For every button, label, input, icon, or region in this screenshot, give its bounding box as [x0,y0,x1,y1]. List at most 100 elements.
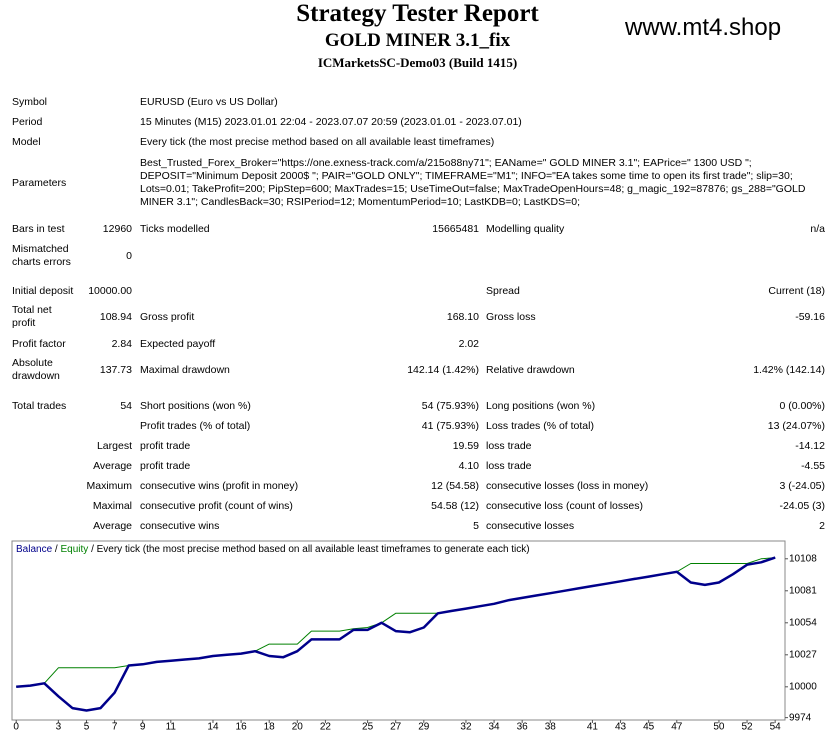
stat-label: Gross profit [140,310,195,323]
stat-label: Bars in test [12,222,65,235]
stat-value: -59.16 [795,310,825,323]
report-server: ICMarketsSC-Demo03 (Build 1415) [317,55,518,70]
x-tick-label: 47 [671,722,683,733]
stat-value: 0 (0.00%) [779,399,825,412]
x-tick-label: 7 [112,722,118,733]
x-tick-label: 32 [460,722,472,733]
stat-label: Loss trades (% of total) [486,419,594,432]
stat-label: Spread [486,284,520,297]
x-tick-label: 5 [84,722,90,733]
stat-label: Modelling quality [486,222,565,235]
stat-value: 2.84 [111,337,132,350]
stat-value: 0 [126,249,132,262]
stat-value: 41 (75.93%) [421,419,479,432]
stat-label: consecutive profit (count of wins) [140,499,293,512]
stat-value: 54.58 (12) [431,499,479,512]
watermark: www.mt4.shop [625,14,782,41]
x-tick-label: 22 [320,722,332,733]
stat-label: consecutive wins (profit in money) [140,479,299,492]
stat-value: -4.55 [801,459,825,472]
x-tick-label: 52 [741,722,753,733]
legend-note: Every tick (the most precise method base… [97,544,530,555]
y-tick-label: 10000 [789,681,817,692]
report-subtitle: GOLD MINER 3.1_fix [324,30,511,51]
legend-entry: Balance [16,544,53,555]
chart: 9974 10000 10027 10054 10081 10108 0 3 5 7 9 11 14 16… [11,540,817,733]
stat-label: Average [93,459,132,472]
x-tick-label: 34 [489,722,501,733]
stat-label: consecutive losses (loss in money) [486,479,649,492]
series-line [16,556,776,712]
stat-label: consecutive losses [486,519,575,532]
x-tick-label: 54 [770,722,782,733]
stat-value: 3 (-24.05) [779,479,825,492]
legend-entry: Equity [60,544,88,555]
stat-value: 1.42% (142.14) [753,363,825,376]
stat-label: Absolute drawdown [12,357,60,382]
info-label: Parameters [12,176,67,189]
stat-label: Maximal [92,499,132,512]
stat-value: 137.73 [99,363,132,376]
info-value: Every tick (the most precise method base… [140,135,495,148]
stat-label: Average [93,519,132,532]
stat-label: Maximum [86,479,132,492]
info-value: EURUSD (Euro vs US Dollar) [140,95,278,108]
stat-value: 19.59 [452,439,479,452]
y-tick-label: 10054 [789,617,817,628]
x-tick-label: 18 [264,722,276,733]
stat-label: Expected payoff [140,337,216,350]
x-tick-label: 11 [166,722,177,733]
stat-value: 4.10 [458,459,479,472]
y-tick-label: 10081 [789,585,817,596]
stat-value: 2 [819,519,825,532]
x-tick-label: 25 [362,722,374,733]
x-tick-label: 0 [13,722,19,733]
stat-value: 12 (54.58) [431,479,479,492]
stat-label: Relative drawdown [486,363,575,376]
stat-value: 2.02 [458,337,479,350]
stat-value: 142.14 (1.42%) [407,363,479,376]
stat-value: 168.10 [446,310,479,323]
stat-value: 54 [120,399,132,412]
legend: Balance / Equity / Every tick (the most … [16,544,530,555]
stat-label: Gross loss [486,310,536,323]
stat-label: Short positions (won %) [140,399,251,412]
x-tick-label: 27 [390,722,402,733]
stat-label: Initial deposit [12,284,74,297]
stat-value: 15665481 [432,222,479,235]
info-label: Symbol [12,95,48,108]
stat-label: consecutive loss (count of losses) [486,499,643,512]
x-tick-label: 9 [140,722,146,733]
x-tick-label: 41 [587,722,599,733]
stat-value: 13 (24.07%) [767,419,825,432]
x-tick-label: 16 [236,722,248,733]
x-tick-label: 20 [292,722,304,733]
stat-label: consecutive wins [140,519,220,532]
x-tick-label: 45 [643,722,655,733]
stat-value: -14.12 [795,439,825,452]
info-label: Period [12,115,43,128]
stat-label: Maximal drawdown [140,363,230,376]
x-tick-label: 36 [517,722,529,733]
stat-label: profit trade [140,439,191,452]
x-tick-label: 50 [713,722,725,733]
stat-label: Largest [96,439,132,452]
stat-label: Ticks modelled [140,222,210,235]
stat-label: Total net profit [12,304,52,329]
report-title: Strategy Tester Report [296,0,539,27]
x-tick-label: 29 [418,722,430,733]
x-tick-label: 38 [545,722,557,733]
stat-value: 10000.00 [88,284,132,297]
x-tick-label: 14 [207,722,219,733]
stat-label: Profit trades (% of total) [140,419,251,432]
info-value: Best_Trusted_Forex_Broker="https://one.e… [140,157,806,208]
stat-label: Profit factor [12,337,66,350]
stat-label: Total trades [12,399,67,412]
stat-value: -24.05 (3) [779,499,825,512]
x-tick-label: 3 [56,722,62,733]
info-label: Model [12,135,41,148]
stat-label: loss trade [486,459,532,472]
stat-value: Current (18) [768,284,825,297]
stat-value: 12960 [102,222,132,235]
